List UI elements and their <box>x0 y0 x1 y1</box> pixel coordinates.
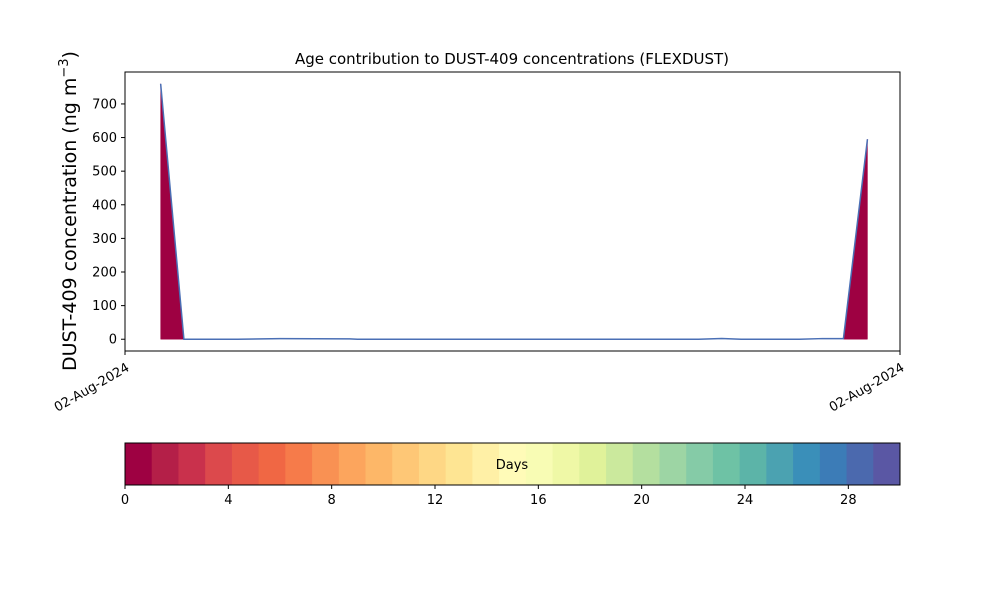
colorbar-segment <box>579 443 607 485</box>
colorbar-segment <box>739 443 767 485</box>
colorbar-segment <box>525 443 554 485</box>
colorbar-segment <box>686 443 714 485</box>
colorbar-segment <box>846 443 874 485</box>
y-axis-label-close: ) <box>59 51 81 58</box>
colorbar-segment <box>338 443 367 485</box>
colorbar-segment <box>632 443 660 485</box>
colorbar-ticks: 0 4 8 12 16 20 24 28 <box>121 485 857 508</box>
colorbar-tick-label: 16 <box>530 493 547 508</box>
y-axis-label: DUST-409 concentration (ng m−3) <box>57 51 81 371</box>
series-line <box>159 83 869 340</box>
colorbar-tick-label: 0 <box>121 493 129 508</box>
colorbar-segment <box>606 443 634 485</box>
colorbar-segment <box>231 443 260 485</box>
colorbar-segment <box>552 443 580 485</box>
y-tick-label: 100 <box>92 299 117 314</box>
colorbar-tick-label: 8 <box>328 493 336 508</box>
colorbar-segment <box>125 443 153 485</box>
colorbar-tick-label: 4 <box>224 493 232 508</box>
colorbar-segment <box>205 443 233 485</box>
colorbar-segment <box>392 443 420 485</box>
plot-area <box>159 83 869 340</box>
colorbar-segment <box>178 443 206 485</box>
colorbar-segment <box>793 443 821 485</box>
y-axis: 0 100 200 300 400 500 600 700 <box>92 97 125 348</box>
y-tick-label: 700 <box>92 97 117 112</box>
colorbar-label: Days <box>496 458 529 473</box>
colorbar-tick-label: 28 <box>840 493 857 508</box>
y-axis-label-main: DUST-409 concentration (ng m <box>59 78 81 371</box>
colorbar-segment <box>418 443 447 485</box>
colorbar-segment <box>499 443 527 485</box>
colorbar-segment <box>873 443 901 485</box>
colorbar-segment <box>445 443 473 485</box>
y-tick-label: 600 <box>92 131 117 146</box>
colorbar-tick-label: 12 <box>427 493 444 508</box>
colorbar-segment <box>712 443 741 485</box>
x-axis: 02-Aug-2024 02-Aug-2024 <box>52 351 907 416</box>
y-tick-label: 500 <box>92 165 117 180</box>
y-tick-label: 0 <box>109 333 117 348</box>
colorbar-segment <box>819 443 848 485</box>
y-axis-label-superscript: −3 <box>57 58 72 77</box>
colorbar-tick-label: 20 <box>633 493 650 508</box>
y-tick-label: 200 <box>92 266 117 281</box>
colorbar-segment <box>285 443 313 485</box>
colorbar-segment <box>472 443 500 485</box>
y-tick-label: 400 <box>92 198 117 213</box>
colorbar-tick-label: 24 <box>737 493 754 508</box>
colorbar <box>125 443 901 485</box>
colorbar-frame <box>124 442 901 486</box>
chart-title: Age contribution to DUST-409 concentrati… <box>295 50 729 68</box>
colorbar-segment <box>766 443 794 485</box>
y-tick-label: 300 <box>92 232 117 247</box>
colorbar-segment <box>258 443 286 485</box>
plot-frame <box>124 71 901 352</box>
colorbar-segment <box>151 443 179 485</box>
colorbar-segment <box>365 443 393 485</box>
colorbar-segment <box>659 443 687 485</box>
x-tick-label: 02-Aug-2024 <box>827 360 907 415</box>
colorbar-segment <box>312 443 340 485</box>
